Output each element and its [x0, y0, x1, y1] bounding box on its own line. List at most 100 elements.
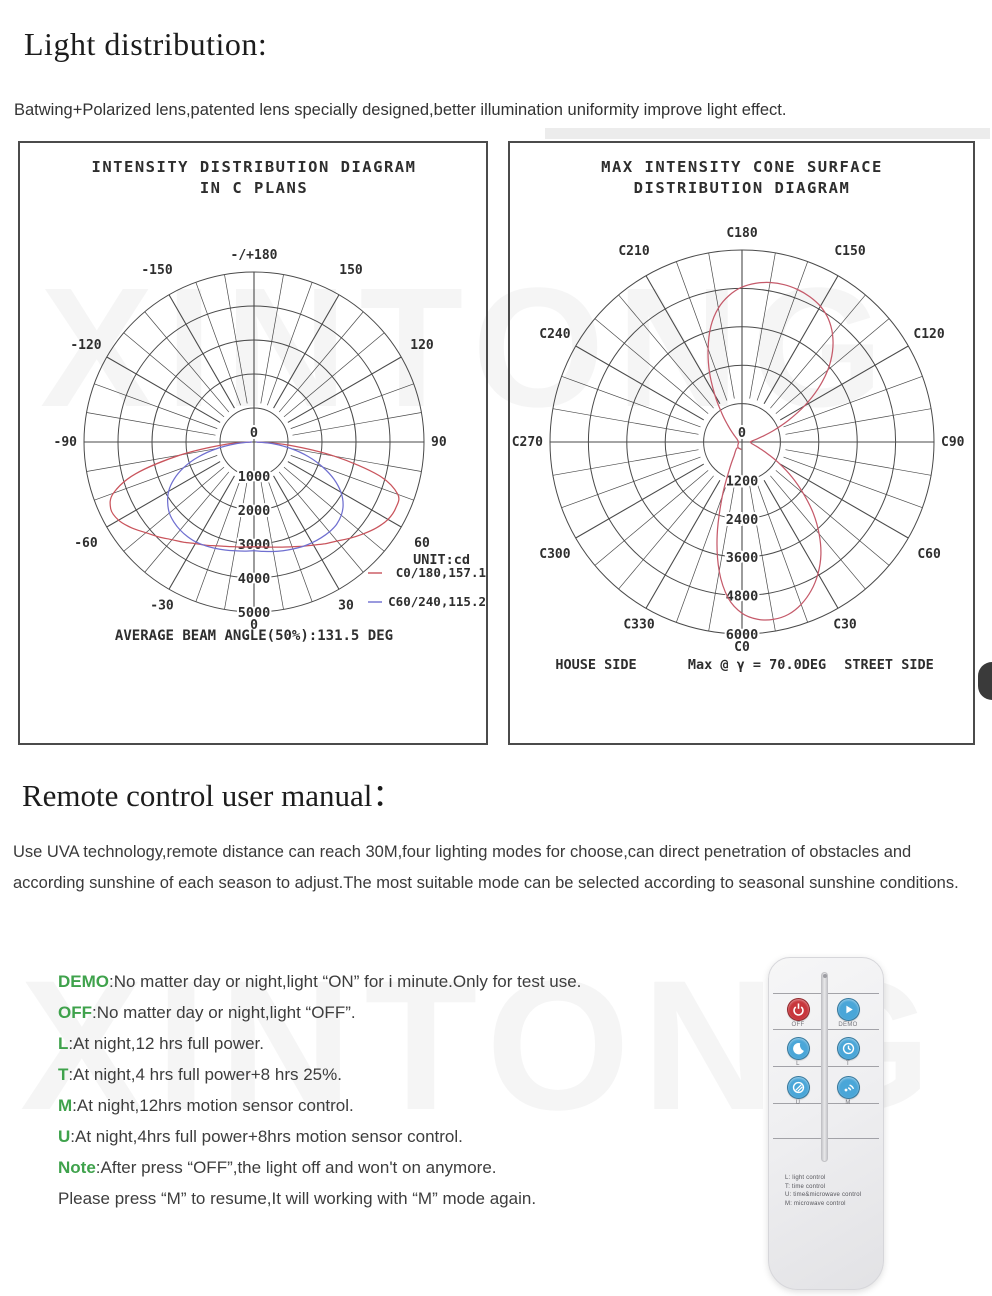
- chart-title: DISTRIBUTION DIAGRAM: [634, 179, 851, 197]
- grid-spoke: [763, 275, 839, 405]
- grid-spoke: [267, 478, 313, 602]
- grid-spoke: [94, 455, 218, 501]
- play-icon: [845, 1005, 853, 1013]
- ring-value-label: 3600: [726, 550, 759, 566]
- grid-spoke: [168, 475, 235, 590]
- grid-spoke: [785, 449, 932, 476]
- mode-label: Note: [58, 1158, 96, 1177]
- legend-label: C60/240,115.2: [388, 594, 486, 609]
- chart-title: MAX INTENSITY CONE SURFACE: [601, 158, 883, 176]
- grid-spoke: [594, 470, 709, 566]
- ring-value-label: 4800: [726, 589, 759, 605]
- grid-spoke: [770, 475, 866, 590]
- ring-value-label: 1200: [726, 473, 759, 489]
- angle-label: C150: [834, 244, 865, 259]
- grid-spoke: [618, 475, 714, 590]
- grid-spoke: [775, 470, 890, 566]
- mode-description: :No matter day or night,light “OFF”.: [92, 1003, 356, 1022]
- series-curve: [166, 441, 344, 553]
- moon-icon: [792, 1042, 804, 1054]
- grid-spoke: [144, 471, 230, 573]
- remote-button-label: T: [846, 1061, 850, 1067]
- angle-label: C120: [913, 327, 944, 342]
- grid-spoke: [575, 345, 705, 421]
- mode-row: T:At night,4 hrs full power+8 hrs 25%.: [58, 1059, 718, 1090]
- mode-label: T: [58, 1065, 69, 1084]
- grid-spoke: [645, 479, 721, 609]
- grid-spoke: [756, 261, 808, 401]
- angle-label: C0: [734, 640, 750, 655]
- series-curve: [109, 441, 400, 548]
- angle-label: 150: [339, 263, 363, 278]
- ring-value-label: 6000: [726, 627, 759, 643]
- photo-fragment: [978, 662, 992, 700]
- grid-spoke: [273, 475, 340, 590]
- l-button: [786, 1036, 810, 1060]
- mode-row: M:At night,12hrs motion sensor control.: [58, 1090, 718, 1121]
- ring-value-label: 2400: [726, 512, 759, 528]
- grid-spoke: [123, 332, 225, 418]
- remote-legend-line: M: microwave control: [785, 1200, 846, 1207]
- angle-label: 30: [338, 598, 354, 613]
- grid-spoke: [290, 383, 414, 429]
- grid-spoke: [283, 466, 385, 552]
- mode-label: M: [58, 1096, 73, 1115]
- grid-spoke: [561, 456, 701, 508]
- grid-spoke: [287, 461, 402, 528]
- angle-label: -60: [74, 536, 98, 551]
- power-icon: [792, 1002, 804, 1016]
- series-curve: [707, 281, 834, 621]
- remote-legend-line: U: time&microwave control: [785, 1192, 862, 1199]
- remote-button-label: M: [845, 1100, 851, 1106]
- remote-button-label: L: [796, 1061, 800, 1067]
- angle-label: 120: [410, 338, 434, 353]
- grid-spoke: [195, 478, 241, 602]
- t-button: [836, 1036, 860, 1060]
- grid-spoke: [749, 252, 776, 399]
- grid-spoke: [94, 383, 218, 429]
- ring-value-label: 5000: [238, 605, 271, 621]
- grid-spoke: [195, 282, 241, 406]
- angle-label: C210: [618, 244, 649, 259]
- chart-title: IN C PLANS: [200, 179, 308, 197]
- mode-label: OFF: [58, 1003, 92, 1022]
- intensity-distribution-chart: INTENSITY DISTRIBUTION DIAGRAM IN C PLANS…: [54, 158, 486, 644]
- angle-label: -30: [150, 598, 174, 613]
- page-title: Light distribution:: [24, 26, 268, 62]
- angle-label: 60: [414, 536, 430, 551]
- grid-spoke: [783, 456, 923, 508]
- clock-icon: [842, 1042, 854, 1054]
- grid-spoke: [749, 485, 776, 632]
- remote-button-label: OFF: [791, 1022, 805, 1028]
- center-zero-label: 0: [250, 425, 258, 441]
- grid-spoke: [779, 345, 909, 421]
- grid-spoke: [278, 311, 364, 413]
- grid-spoke: [86, 412, 216, 436]
- intro-text: Batwing+Polarized lens,patented lens spe…: [14, 100, 787, 119]
- grid-spoke: [86, 448, 216, 472]
- grid-spoke: [618, 294, 714, 409]
- remote-button-label: DEMO: [838, 1022, 858, 1028]
- mode-row: Note:After press “OFF”,the light off and…: [58, 1152, 718, 1183]
- center-zero-label: 0: [738, 425, 746, 441]
- mode-label: L: [58, 1034, 69, 1053]
- grid-spoke: [224, 274, 248, 404]
- angle-label: C300: [539, 547, 570, 562]
- grid-spoke: [260, 274, 284, 404]
- street-side-label: STREET SIDE: [844, 657, 933, 673]
- grid-spoke: [260, 480, 284, 610]
- grid-spoke: [756, 483, 808, 623]
- grid-spoke: [763, 479, 839, 609]
- angle-label: C330: [623, 617, 654, 632]
- mode-row: OFF:No matter day or night,light “OFF”.: [58, 997, 718, 1028]
- grid-spoke: [106, 461, 221, 528]
- grid-spoke: [287, 356, 402, 423]
- mode-row: L:At night,12 hrs full power.: [58, 1028, 718, 1059]
- angle-label: C270: [512, 435, 543, 450]
- remote-legend-line: T: time control: [785, 1183, 826, 1190]
- off-button: [786, 997, 810, 1021]
- mode-description: :At night,4hrs full power+8hrs motion se…: [70, 1127, 463, 1146]
- mode-description: :At night,12hrs motion sensor control.: [72, 1096, 354, 1115]
- remote-legend-text: L: light control T: time control U: time&m…: [785, 1174, 861, 1208]
